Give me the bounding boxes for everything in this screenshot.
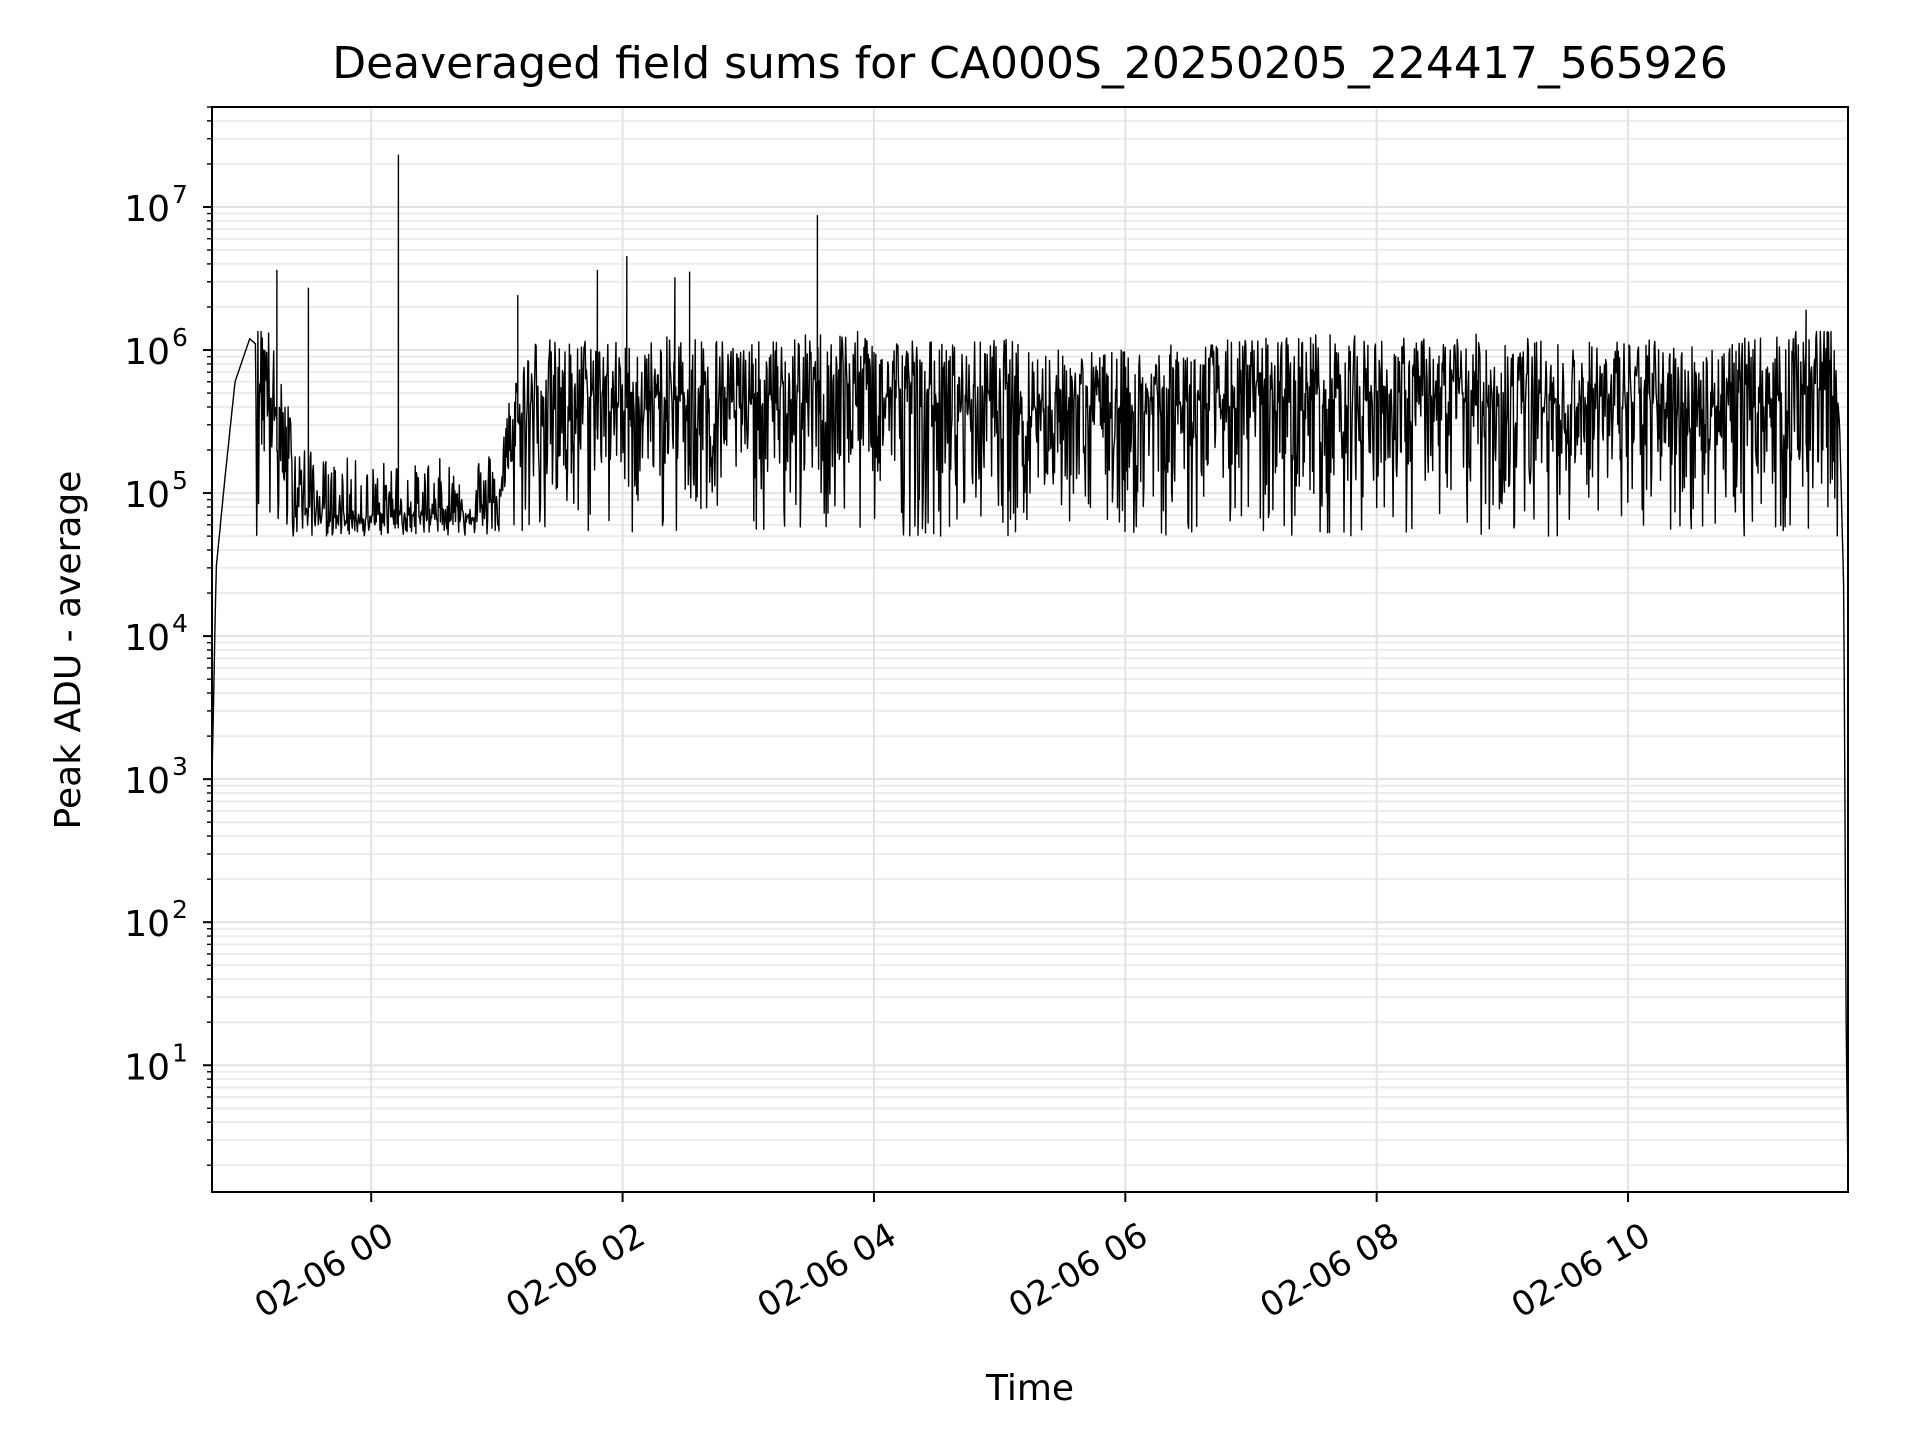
y-tick-label: 10 — [124, 761, 170, 802]
x-tick-label: 02-06 06 — [1002, 1215, 1154, 1326]
y-tick-exponent: 2 — [172, 895, 188, 924]
series-line — [211, 154, 1849, 1184]
y-tick-exponent: 7 — [172, 180, 188, 209]
y-tick-exponent: 1 — [172, 1038, 188, 1067]
x-tick-label: 02-06 10 — [1505, 1215, 1657, 1326]
y-tick-exponent: 4 — [172, 609, 188, 638]
y-tick-label: 10 — [124, 189, 170, 230]
chart-title: Deaveraged field sums for CA000S_2025020… — [332, 38, 1728, 89]
grid — [212, 106, 1848, 1192]
y-tick-label: 10 — [124, 904, 170, 945]
y-tick-label: 10 — [124, 1047, 170, 1088]
y-tick-exponent: 3 — [172, 752, 188, 781]
y-tick-exponent: 6 — [172, 323, 188, 352]
y-tick-label: 10 — [124, 332, 170, 373]
y-axis-label: Peak ADU - average — [48, 471, 89, 830]
x-tick-label: 02-06 08 — [1254, 1215, 1406, 1326]
y-tick-label: 10 — [124, 475, 170, 516]
series-path — [211, 154, 1849, 1184]
x-tick-label: 02-06 00 — [248, 1215, 400, 1326]
y-tick-label: 10 — [124, 618, 170, 659]
x-tick-label: 02-06 04 — [751, 1215, 903, 1326]
x-axis-label: Time — [985, 1368, 1074, 1409]
x-tick-label: 02-06 02 — [499, 1215, 651, 1326]
y-tick-exponent: 5 — [172, 466, 188, 495]
